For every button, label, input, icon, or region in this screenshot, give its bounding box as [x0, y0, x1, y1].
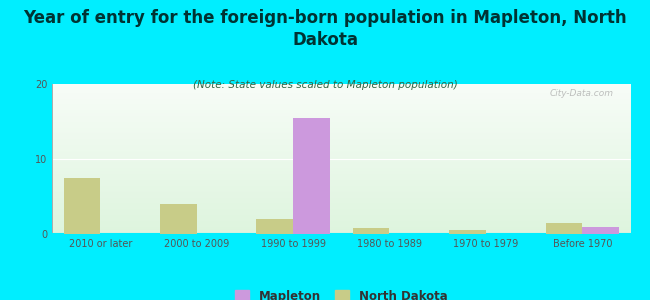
Text: Year of entry for the foreign-born population in Mapleton, North
Dakota: Year of entry for the foreign-born popul…	[23, 9, 627, 49]
Bar	[353, 228, 389, 234]
Bar	[545, 223, 582, 234]
Bar	[582, 226, 619, 234]
Bar	[293, 118, 330, 234]
Text: City-Data.com: City-Data.com	[549, 88, 613, 98]
Bar	[160, 204, 196, 234]
Legend: Mapleton, North Dakota: Mapleton, North Dakota	[231, 286, 451, 300]
Bar	[64, 178, 100, 234]
Text: (Note: State values scaled to Mapleton population): (Note: State values scaled to Mapleton p…	[192, 80, 458, 89]
Bar	[256, 219, 293, 234]
Bar	[449, 230, 486, 234]
